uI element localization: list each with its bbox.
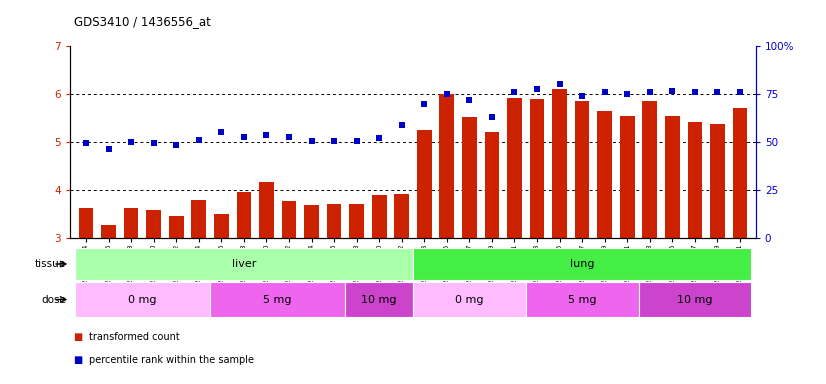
Point xyxy=(169,142,183,148)
Bar xyxy=(687,122,702,238)
Bar xyxy=(210,282,345,317)
Bar xyxy=(259,182,273,238)
Bar xyxy=(665,116,680,238)
Bar xyxy=(417,130,432,238)
Text: ■: ■ xyxy=(74,355,87,365)
Bar xyxy=(413,248,752,280)
Bar xyxy=(74,282,210,317)
Bar xyxy=(372,195,387,238)
Bar xyxy=(345,282,413,317)
Bar xyxy=(413,282,526,317)
Point xyxy=(305,138,318,144)
Text: 10 mg: 10 mg xyxy=(362,295,397,305)
Bar xyxy=(710,124,724,238)
Bar xyxy=(597,111,612,238)
Point xyxy=(282,134,296,140)
Point xyxy=(373,135,386,141)
Point xyxy=(260,132,273,139)
Point xyxy=(237,134,250,140)
Bar xyxy=(394,194,409,238)
Bar xyxy=(282,200,297,238)
Bar xyxy=(102,225,116,238)
Point xyxy=(79,140,93,146)
Text: GDS3410 / 1436556_at: GDS3410 / 1436556_at xyxy=(74,15,211,28)
Text: dose: dose xyxy=(41,295,66,305)
Point xyxy=(395,122,408,128)
Text: 0 mg: 0 mg xyxy=(455,295,484,305)
Point xyxy=(643,89,657,95)
Point xyxy=(598,89,611,95)
Text: percentile rank within the sample: percentile rank within the sample xyxy=(89,355,254,365)
Point xyxy=(666,88,679,94)
Bar xyxy=(192,200,206,238)
Text: transformed count: transformed count xyxy=(89,332,180,342)
Text: 0 mg: 0 mg xyxy=(128,295,157,305)
Point xyxy=(530,86,544,92)
Text: liver: liver xyxy=(231,259,256,269)
Bar xyxy=(124,208,139,238)
Point xyxy=(215,129,228,136)
Text: tissue: tissue xyxy=(35,259,66,269)
Point xyxy=(711,89,724,95)
Bar xyxy=(507,98,522,238)
Bar xyxy=(327,204,341,238)
Text: lung: lung xyxy=(570,259,595,269)
Bar xyxy=(462,117,477,238)
Bar xyxy=(526,282,638,317)
Bar xyxy=(643,101,657,238)
Point xyxy=(192,137,206,143)
Bar xyxy=(638,282,752,317)
Point xyxy=(125,139,138,145)
Bar xyxy=(733,108,748,238)
Bar xyxy=(485,132,499,238)
Text: ■: ■ xyxy=(74,332,87,342)
Point xyxy=(327,138,340,144)
Point xyxy=(102,146,115,152)
Bar xyxy=(304,205,319,238)
Bar xyxy=(74,248,413,280)
Bar xyxy=(169,215,183,238)
Point xyxy=(486,114,499,120)
Bar xyxy=(214,214,229,238)
Point xyxy=(733,89,747,95)
Bar xyxy=(553,89,567,238)
Text: 5 mg: 5 mg xyxy=(263,295,292,305)
Point xyxy=(463,97,476,103)
Bar xyxy=(529,99,544,238)
Point xyxy=(553,81,566,88)
Bar xyxy=(146,210,161,238)
Text: 10 mg: 10 mg xyxy=(677,295,713,305)
Bar xyxy=(78,208,93,238)
Point xyxy=(418,101,431,107)
Text: 5 mg: 5 mg xyxy=(568,295,596,305)
Point xyxy=(620,91,634,97)
Point xyxy=(576,93,589,99)
Bar xyxy=(575,101,590,238)
Point xyxy=(440,91,453,97)
Point xyxy=(688,89,701,95)
Point xyxy=(508,89,521,95)
Bar xyxy=(349,204,364,238)
Bar xyxy=(236,192,251,238)
Bar xyxy=(439,94,454,238)
Point xyxy=(350,138,363,144)
Bar xyxy=(620,116,634,238)
Point xyxy=(147,140,160,146)
